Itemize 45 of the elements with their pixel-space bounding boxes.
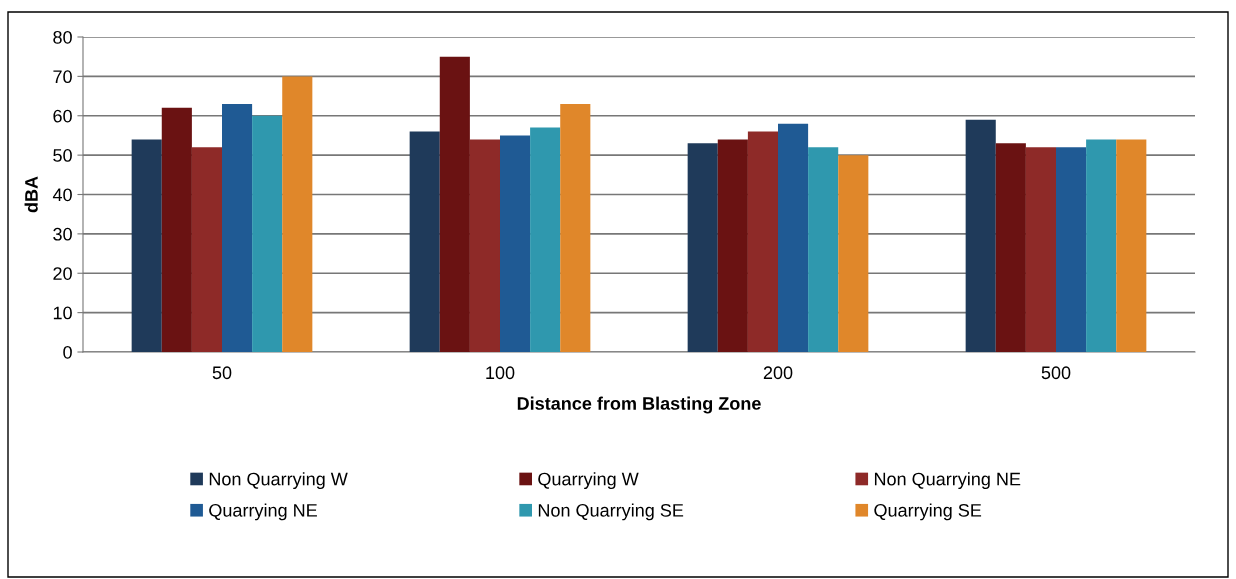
bar [530,127,561,352]
legend-label: Non Quarrying W [209,472,348,490]
bar [747,131,778,352]
bar [222,103,253,352]
legend-label: Quarrying NE [209,503,317,521]
y-tick-label: 60 [53,109,72,123]
x-tick-label: 100 [486,366,515,380]
y-tick-label: 30 [53,227,72,241]
y-axis-title: dBA [24,176,38,213]
legend-label: Quarrying SE [874,503,982,521]
bar [778,123,809,352]
bar [500,135,531,352]
y-tick-label: 50 [53,149,72,162]
bar [808,147,839,352]
bar [1086,139,1117,352]
bar [965,119,996,352]
bar [282,76,313,352]
y-tick-label: 40 [52,188,72,202]
bar [131,139,162,352]
y-tick-label: 70 [53,70,72,84]
y-tick-label: 10 [53,306,72,320]
bar [717,139,748,352]
bar [252,115,283,352]
legend-label: Non Quarrying NE [874,472,1021,490]
bar [409,131,440,352]
y-tick-label: 20 [53,267,72,280]
bar [1116,139,1147,352]
y-tick-label: 0 [63,345,72,359]
x-axis-title: Distance from Blasting Zone [517,396,761,414]
x-tick-label: 500 [1041,366,1071,380]
x-tick-label: 200 [763,366,793,380]
bar [1056,147,1087,352]
bar [1025,147,1056,352]
y-tick-label: 80 [53,30,72,44]
bar [560,103,591,352]
bar [995,143,1026,352]
bar [161,107,192,352]
bar [439,56,470,352]
bar [191,147,222,352]
bar [469,139,500,352]
bar [838,155,869,352]
x-tick-label: 50 [212,366,232,380]
bar [687,143,718,352]
legend-label: Quarrying W [538,472,639,490]
legend-label: Non Quarrying SE [538,503,684,521]
